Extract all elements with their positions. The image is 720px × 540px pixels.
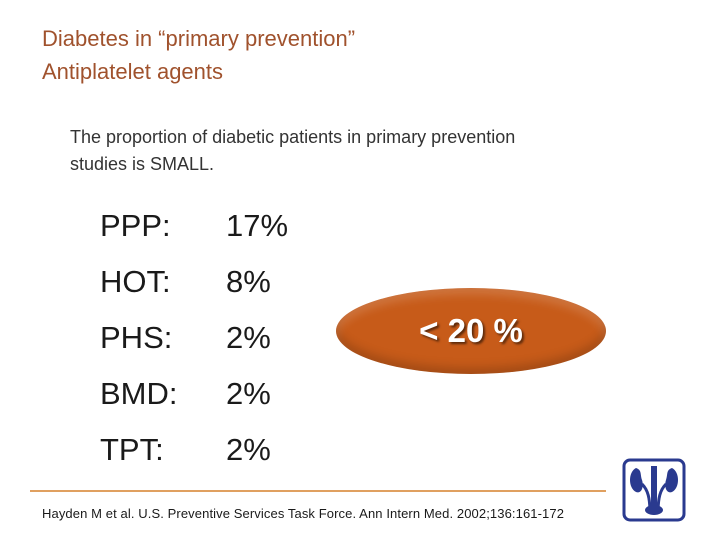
study-percent: 8% xyxy=(226,264,271,299)
study-percent: 2% xyxy=(226,432,271,467)
footer-divider xyxy=(30,490,606,492)
slide-title: Diabetes in “primary prevention” Antipla… xyxy=(42,22,355,88)
study-percent: 2% xyxy=(226,320,271,355)
study-list: PPP: 17% HOT: 8% PHS: 2% BMD: 2% TPT: 2% xyxy=(100,198,288,478)
intro-line-2: studies is SMALL. xyxy=(70,154,215,174)
study-name: BMD: xyxy=(100,376,178,411)
study-percent: 2% xyxy=(226,376,271,411)
study-name: HOT: xyxy=(100,264,171,299)
study-row-ppp: PPP: 17% xyxy=(100,198,288,254)
kidney-logo-icon xyxy=(622,458,686,522)
title-line-1: Diabetes in “primary prevention” xyxy=(42,26,356,51)
study-row-bmd: BMD: 2% xyxy=(100,366,288,422)
intro-text: The proportion of diabetic patients in p… xyxy=(70,124,670,178)
summary-callout-text: < 20 % xyxy=(419,312,523,349)
intro-line-1: The proportion of diabetic patients in p… xyxy=(70,127,516,147)
study-row-hot: HOT: 8% xyxy=(100,254,288,310)
study-percent: 17% xyxy=(226,208,289,243)
study-name: PPP: xyxy=(100,208,171,243)
study-name: TPT: xyxy=(100,432,164,467)
citation: Hayden M et al. U.S. Preventive Services… xyxy=(42,506,565,521)
title-line-2: Antiplatelet agents xyxy=(42,59,224,84)
study-row-phs: PHS: 2% xyxy=(100,310,288,366)
study-row-tpt: TPT: 2% xyxy=(100,422,288,478)
summary-callout: < 20 % xyxy=(336,288,606,374)
study-name: PHS: xyxy=(100,320,173,355)
